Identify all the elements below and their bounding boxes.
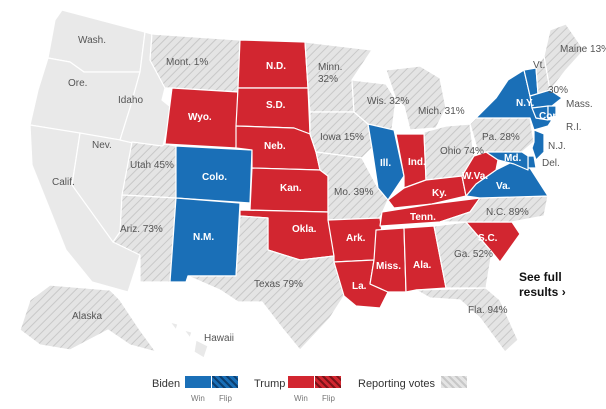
state-ga[interactable] — [433, 221, 493, 289]
state-me[interactable] — [543, 23, 585, 91]
label-ar: Ark. — [346, 233, 366, 244]
legend-trump-win-swatch — [288, 376, 314, 388]
label-nh: 30% — [548, 85, 568, 96]
state-de[interactable] — [527, 155, 537, 169]
label-ca: Calif. — [52, 177, 75, 188]
label-nc: N.C. 89% — [486, 207, 529, 218]
label-id: Idaho — [118, 95, 143, 106]
state-nc[interactable] — [439, 195, 549, 223]
label-pa: Pa. 28% — [482, 132, 520, 143]
label-ma: Mass. — [566, 99, 593, 110]
label-ky: Ky. — [432, 188, 447, 199]
label-tn: Tenn. — [410, 212, 436, 223]
label-ne: Neb. — [264, 141, 286, 152]
state-hi-3[interactable] — [193, 339, 209, 359]
map-legend: Biden Win Flip Trump Win Flip Reporting … — [0, 372, 606, 409]
label-ut: Utah 45% — [130, 160, 174, 171]
legend-biden-win-swatch — [185, 376, 211, 388]
state-nj[interactable] — [531, 129, 545, 161]
label-wy: Wyo. — [188, 112, 212, 123]
state-md[interactable] — [485, 151, 529, 171]
legend-reporting-label: Reporting votes — [358, 378, 436, 390]
label-nv: Nev. — [92, 140, 112, 151]
label-ok: Okla. — [292, 224, 317, 235]
state-hi-1[interactable] — [169, 321, 179, 331]
label-mo: Mo. 39% — [334, 187, 374, 198]
state-ms[interactable] — [369, 227, 407, 293]
label-nj: N.J. — [548, 141, 566, 152]
legend-biden-flip-swatch — [212, 376, 238, 388]
label-mt: Mont. 1% — [166, 57, 208, 68]
label-nd: N.D. — [266, 61, 286, 72]
legend-biden-label: Biden — [152, 378, 181, 390]
legend-trump-flip-label: Flip — [322, 394, 335, 403]
label-vt: Vt. — [533, 60, 545, 71]
label-il: Ill. — [380, 158, 391, 169]
legend-reporting-swatch — [441, 376, 467, 388]
label-ks: Kan. — [280, 183, 302, 194]
see-full-results-link[interactable]: See full results › — [519, 270, 589, 300]
state-mi[interactable] — [385, 65, 447, 131]
state-ma[interactable] — [529, 89, 563, 109]
label-fl: Fla. 94% — [468, 305, 508, 316]
label-mn-2: 32% — [318, 74, 338, 85]
label-nm: N.M. — [193, 232, 214, 243]
label-va: Va. — [496, 181, 511, 192]
label-sc: S.C. — [478, 233, 498, 244]
label-co: Colo. — [202, 172, 227, 183]
cta-line-1: See full — [519, 270, 562, 284]
label-ia: Iowa 15% — [320, 132, 364, 143]
label-la: La. — [352, 281, 367, 292]
state-tx[interactable] — [187, 215, 345, 351]
label-in: Ind. — [408, 157, 426, 168]
label-mn: Minn. — [318, 62, 342, 73]
label-tx: Texas 79% — [254, 279, 303, 290]
legend-trump-label: Trump — [254, 378, 286, 390]
chevron-right-icon: › — [561, 285, 566, 299]
label-al: Ala. — [413, 260, 432, 271]
us-election-map: Wash. Ore. Calif. Nev. Idaho Mont. 1% Wy… — [19, 9, 606, 359]
label-me: Maine 13% — [560, 44, 606, 55]
state-ri[interactable] — [547, 105, 557, 119]
legend-biden-win-label: Win — [191, 394, 205, 403]
legend-biden-flip-label: Flip — [219, 394, 232, 403]
label-ct: Conn. — [539, 111, 568, 122]
state-wv[interactable] — [461, 151, 499, 197]
label-ak: Alaska — [72, 311, 102, 322]
label-wi: Wis. 32% — [367, 96, 409, 107]
label-hi: Hawaii — [204, 333, 234, 344]
cta-line-2: results › — [519, 285, 566, 299]
label-wa: Wash. — [78, 35, 106, 46]
label-oh: Ohio 74% — [440, 146, 484, 157]
label-ms: Miss. — [376, 261, 401, 272]
label-az: Ariz. 73% — [120, 224, 163, 235]
state-hi-2[interactable] — [183, 329, 193, 339]
label-ny: N.Y. — [516, 98, 535, 109]
label-ri: R.I. — [566, 122, 582, 133]
label-or: Ore. — [68, 78, 87, 89]
label-wv: W.Va. — [462, 171, 488, 182]
state-ak[interactable] — [19, 284, 157, 353]
state-ct[interactable] — [531, 105, 549, 121]
label-ga: Ga. 52% — [454, 249, 493, 260]
label-de: Del. — [542, 158, 560, 169]
label-mi: Mich. 31% — [418, 106, 465, 117]
label-sd: S.D. — [266, 100, 286, 111]
legend-trump-win-label: Win — [294, 394, 308, 403]
legend-trump-flip-swatch — [315, 376, 341, 388]
label-md: Md. — [504, 153, 521, 164]
state-fl[interactable] — [415, 287, 519, 353]
